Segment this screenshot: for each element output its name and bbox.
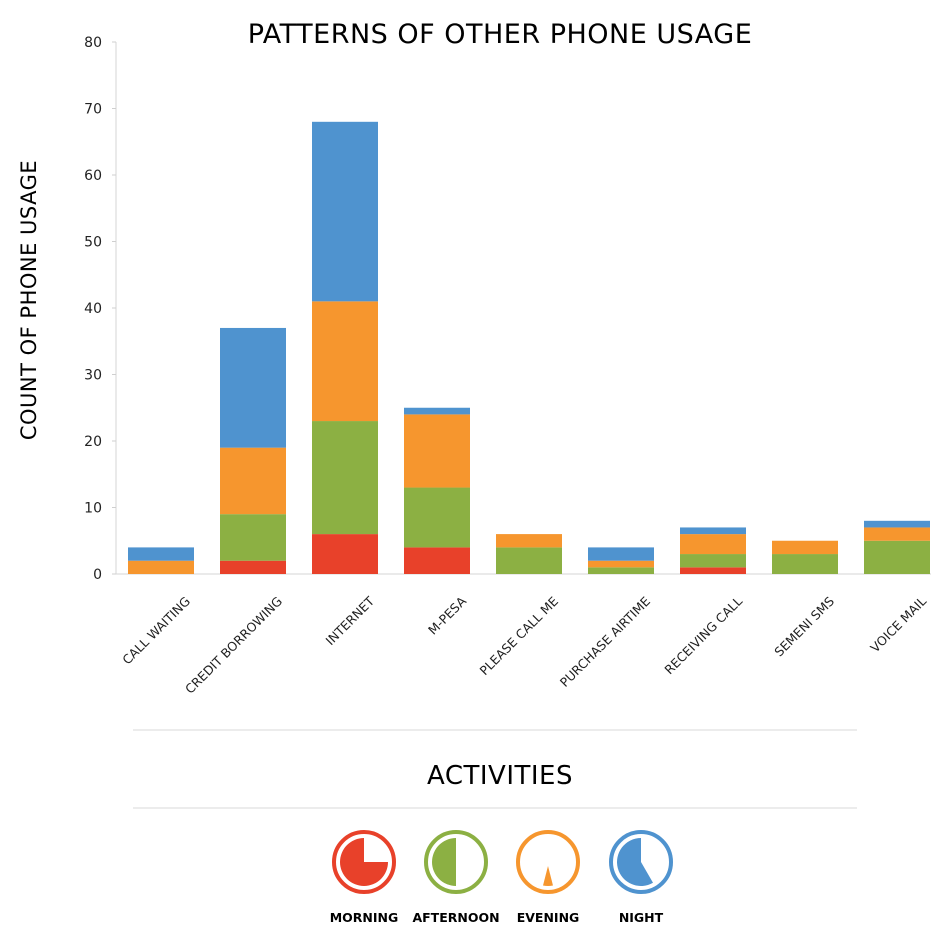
x-tick-label: VOICE MAIL — [867, 593, 929, 655]
bars-layer — [128, 121, 930, 574]
bar-evening-m-pesa — [404, 414, 470, 488]
x-tick-label: CREDIT BORROWING — [182, 594, 285, 697]
y-tick-label: 10 — [84, 501, 102, 517]
legend-item-evening: EVENING — [516, 830, 580, 925]
legend-item-night: NIGHT — [609, 830, 673, 925]
bar-evening-semeni-sms — [772, 540, 838, 555]
y-axis-label: COUNT OF PHONE USAGE — [17, 160, 41, 440]
legend-clock-ring — [424, 830, 488, 894]
y-tick-label: 40 — [84, 301, 102, 317]
legend-clock-ring — [332, 830, 396, 894]
bar-evening-voice-mail — [864, 527, 930, 541]
chart-title: PATTERNS OF OTHER PHONE USAGE — [248, 19, 753, 50]
bar-morning-credit-borrowing — [220, 560, 286, 574]
legend-item-afternoon: AFTERNOON — [412, 830, 500, 925]
legend-item-morning: MORNING — [330, 830, 399, 925]
x-tick-label: CALL WAITING — [119, 594, 193, 668]
legend-label: MORNING — [330, 910, 399, 925]
x-axis-label: ACTIVITIES — [427, 761, 573, 791]
legend: MORNING AFTERNOON EVENING NIGHT — [330, 830, 673, 925]
legend-label: AFTERNOON — [412, 910, 499, 925]
x-tick-label: INTERNET — [323, 593, 378, 648]
y-axis: 0 10 20 30 40 50 60 70 80 — [84, 35, 931, 583]
x-tick-label: PURCHASE AIRTIME — [557, 593, 653, 689]
y-tick-label: 80 — [84, 35, 102, 51]
x-tick-label: PLEASE CALL ME — [477, 593, 562, 678]
x-tick-label: RECEIVING CALL — [661, 593, 745, 677]
legend-clock-ring — [609, 830, 673, 894]
y-tick-label: 0 — [93, 567, 102, 583]
y-tick-label: 20 — [84, 434, 102, 450]
bar-evening-purchase-airtime — [588, 560, 654, 568]
bar-night-call-waiting — [128, 547, 194, 561]
bar-afternoon-internet — [312, 421, 378, 535]
bar-afternoon-please-call-me — [496, 547, 562, 574]
bar-night-voice-mail — [864, 520, 930, 528]
y-tick-label: 30 — [84, 368, 102, 384]
bar-evening-credit-borrowing — [220, 447, 286, 515]
bar-afternoon-credit-borrowing — [220, 514, 286, 561]
clock-night-icon — [616, 838, 653, 886]
bar-morning-receiving-call — [680, 567, 746, 574]
x-tick-label: SEMENI SMS — [771, 593, 837, 659]
bar-night-receiving-call — [680, 527, 746, 535]
legend-label: EVENING — [517, 910, 580, 925]
clock-half-icon — [432, 838, 456, 886]
bar-night-purchase-airtime — [588, 547, 654, 561]
x-tick-label: M-PESA — [425, 593, 469, 637]
bar-night-credit-borrowing — [220, 327, 286, 448]
bar-morning-internet — [312, 534, 378, 574]
bar-afternoon-voice-mail — [864, 540, 930, 574]
bar-evening-receiving-call — [680, 534, 746, 555]
bar-evening-call-waiting — [128, 560, 194, 574]
bar-afternoon-m-pesa — [404, 487, 470, 548]
clock-evening-icon — [543, 866, 553, 886]
bar-evening-please-call-me — [496, 534, 562, 548]
clock-quarter-icon — [340, 838, 388, 886]
bar-afternoon-receiving-call — [680, 554, 746, 568]
bar-morning-m-pesa — [404, 547, 470, 574]
y-tick-label: 70 — [84, 102, 102, 118]
y-tick-label: 60 — [84, 168, 102, 184]
legend-label: NIGHT — [619, 910, 664, 925]
bar-night-internet — [312, 121, 378, 302]
bar-evening-internet — [312, 301, 378, 422]
legend-clock-ring — [516, 830, 580, 894]
y-tick-label: 50 — [84, 235, 102, 251]
bar-night-m-pesa — [404, 407, 470, 415]
bar-afternoon-semeni-sms — [772, 554, 838, 574]
bar-afternoon-purchase-airtime — [588, 567, 654, 574]
